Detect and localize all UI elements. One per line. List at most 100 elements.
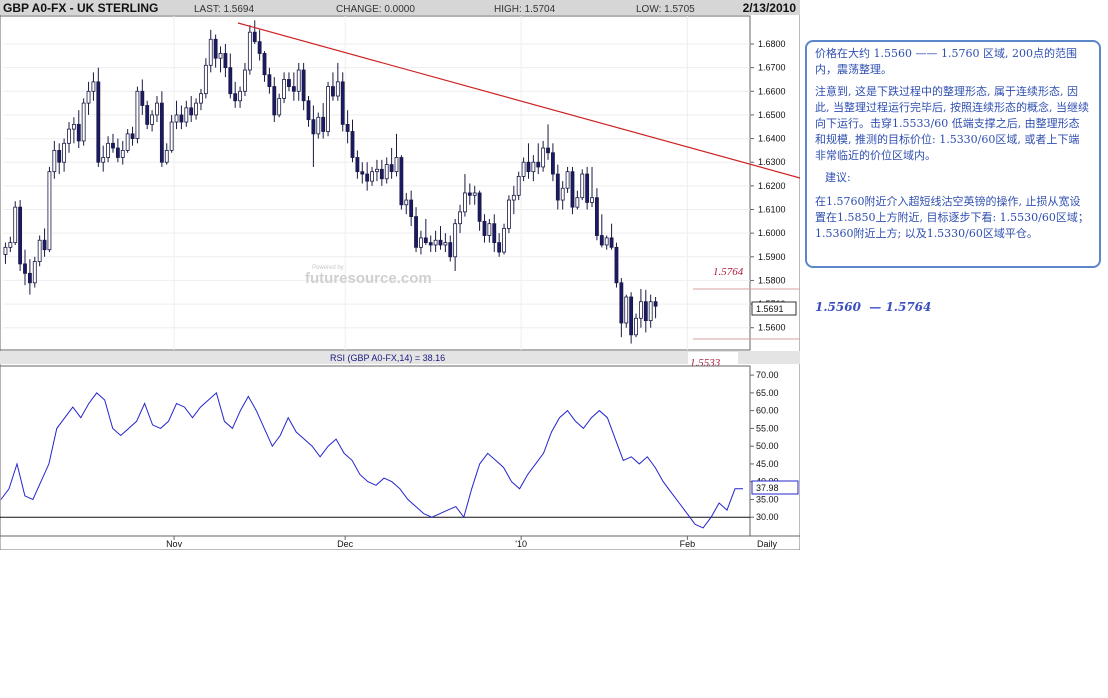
x-tick-label: '10 xyxy=(515,539,527,549)
price-tick-label: 1.6500 xyxy=(758,110,786,120)
candle-up xyxy=(125,133,130,151)
rsi-line xyxy=(0,391,743,529)
price-tick-label: 1.6400 xyxy=(758,134,786,144)
candle-down xyxy=(414,216,418,248)
low-value: LOW: 1.5705 xyxy=(636,4,695,15)
candle-down xyxy=(340,81,345,125)
candle-up xyxy=(453,223,458,258)
price-tick-label: 1.6300 xyxy=(758,157,786,167)
candle-up xyxy=(648,301,653,322)
rsi-tick-label: 35.00 xyxy=(756,494,779,504)
candle-up xyxy=(86,90,91,104)
last-price-box-value: 1.5691 xyxy=(756,304,784,314)
candle-down xyxy=(23,263,27,274)
candle-down xyxy=(27,272,32,284)
candle-down xyxy=(599,235,604,246)
candle-down xyxy=(551,152,555,175)
candle-down xyxy=(345,123,350,132)
candle-down xyxy=(223,53,228,69)
candle-down xyxy=(546,147,550,154)
candle-up xyxy=(199,93,203,104)
rsi-value-box-value: 37.98 xyxy=(756,483,779,493)
candle-down xyxy=(629,296,634,336)
candle-up xyxy=(511,194,516,201)
candle-down xyxy=(467,192,472,196)
candle-up xyxy=(370,171,374,182)
candle-up xyxy=(174,114,179,123)
candle-up xyxy=(580,173,585,199)
candle-up xyxy=(394,157,399,173)
candle-down xyxy=(609,237,614,248)
candle-down xyxy=(145,105,150,125)
price-panel xyxy=(0,15,751,351)
x-axis: Nov Dec '10 Feb Daily xyxy=(166,536,777,549)
candle-down xyxy=(355,157,360,173)
rsi-tick-label: 30.00 xyxy=(756,512,779,522)
candle-down xyxy=(311,119,316,135)
candle-up xyxy=(282,79,286,99)
candle-up xyxy=(135,90,140,139)
candle-up xyxy=(326,86,330,132)
range-annotation: 1.5560 — 1.5764 xyxy=(815,300,932,314)
candle-up xyxy=(52,149,57,173)
candle-up xyxy=(404,199,409,206)
candle-down xyxy=(570,171,575,208)
candle-up xyxy=(375,168,379,173)
candle-down xyxy=(536,161,541,168)
high-value: HIGH: 1.5704 xyxy=(494,4,556,15)
candle-down xyxy=(140,90,145,106)
candle-down xyxy=(291,86,296,92)
rsi-tick-label: 45.00 xyxy=(756,459,779,469)
candle-down xyxy=(360,171,365,175)
last-price: LAST: 1.5694 xyxy=(194,4,254,15)
price-tick-label: 1.6600 xyxy=(758,86,786,96)
candle-down xyxy=(643,301,648,322)
candle-up xyxy=(507,199,511,229)
candle-up xyxy=(3,246,8,255)
candle-down xyxy=(594,197,599,236)
price-tick-label: 1.6200 xyxy=(758,181,786,191)
candle-down xyxy=(252,31,257,43)
candle-up xyxy=(81,102,86,142)
candle-up xyxy=(120,149,125,158)
candle-up xyxy=(590,197,594,203)
watermark-caption: Powered by xyxy=(312,265,344,271)
last-price-box xyxy=(751,301,797,316)
candle-up xyxy=(194,102,198,116)
candle-down xyxy=(555,173,560,201)
candle-up xyxy=(443,242,448,246)
candle-up xyxy=(458,211,462,225)
candle-up xyxy=(575,197,580,208)
rsi-tick-label: 55.00 xyxy=(756,423,779,433)
candle-down xyxy=(399,157,404,206)
watermark-text: futuresource.com xyxy=(305,270,432,287)
candle-up xyxy=(67,128,71,144)
price-tick-label: 1.6100 xyxy=(758,205,786,215)
candle-down xyxy=(115,147,120,158)
rsi-y-axis: 30.0035.0040.0045.0050.0055.0060.0065.00… xyxy=(0,370,779,522)
candle-up xyxy=(624,296,629,324)
x-tick-label: Feb xyxy=(680,539,696,549)
candle-down xyxy=(306,100,311,121)
candle-down xyxy=(379,168,384,180)
rsi-value-box xyxy=(751,480,799,495)
candle-down xyxy=(233,93,238,102)
candle-down xyxy=(497,242,502,253)
candle-down xyxy=(365,173,370,182)
candle-down xyxy=(267,74,272,87)
change-value: CHANGE: 0.0000 xyxy=(336,4,415,15)
candle-up xyxy=(419,237,423,248)
candle-up xyxy=(463,192,467,213)
candle-down xyxy=(18,206,23,265)
candle-up xyxy=(47,171,52,251)
candle-up xyxy=(155,102,159,116)
candle-down xyxy=(614,246,619,284)
candle-down xyxy=(76,123,81,142)
chart-frame: GBP A0-FX - UK STERLING LAST: 1.5694 CHA… xyxy=(0,0,800,550)
candle-down xyxy=(42,239,47,251)
candle-down xyxy=(130,133,135,139)
candle-up xyxy=(106,142,111,158)
candle-down xyxy=(272,86,277,116)
candle-up xyxy=(316,116,321,135)
candle-up xyxy=(238,90,242,102)
